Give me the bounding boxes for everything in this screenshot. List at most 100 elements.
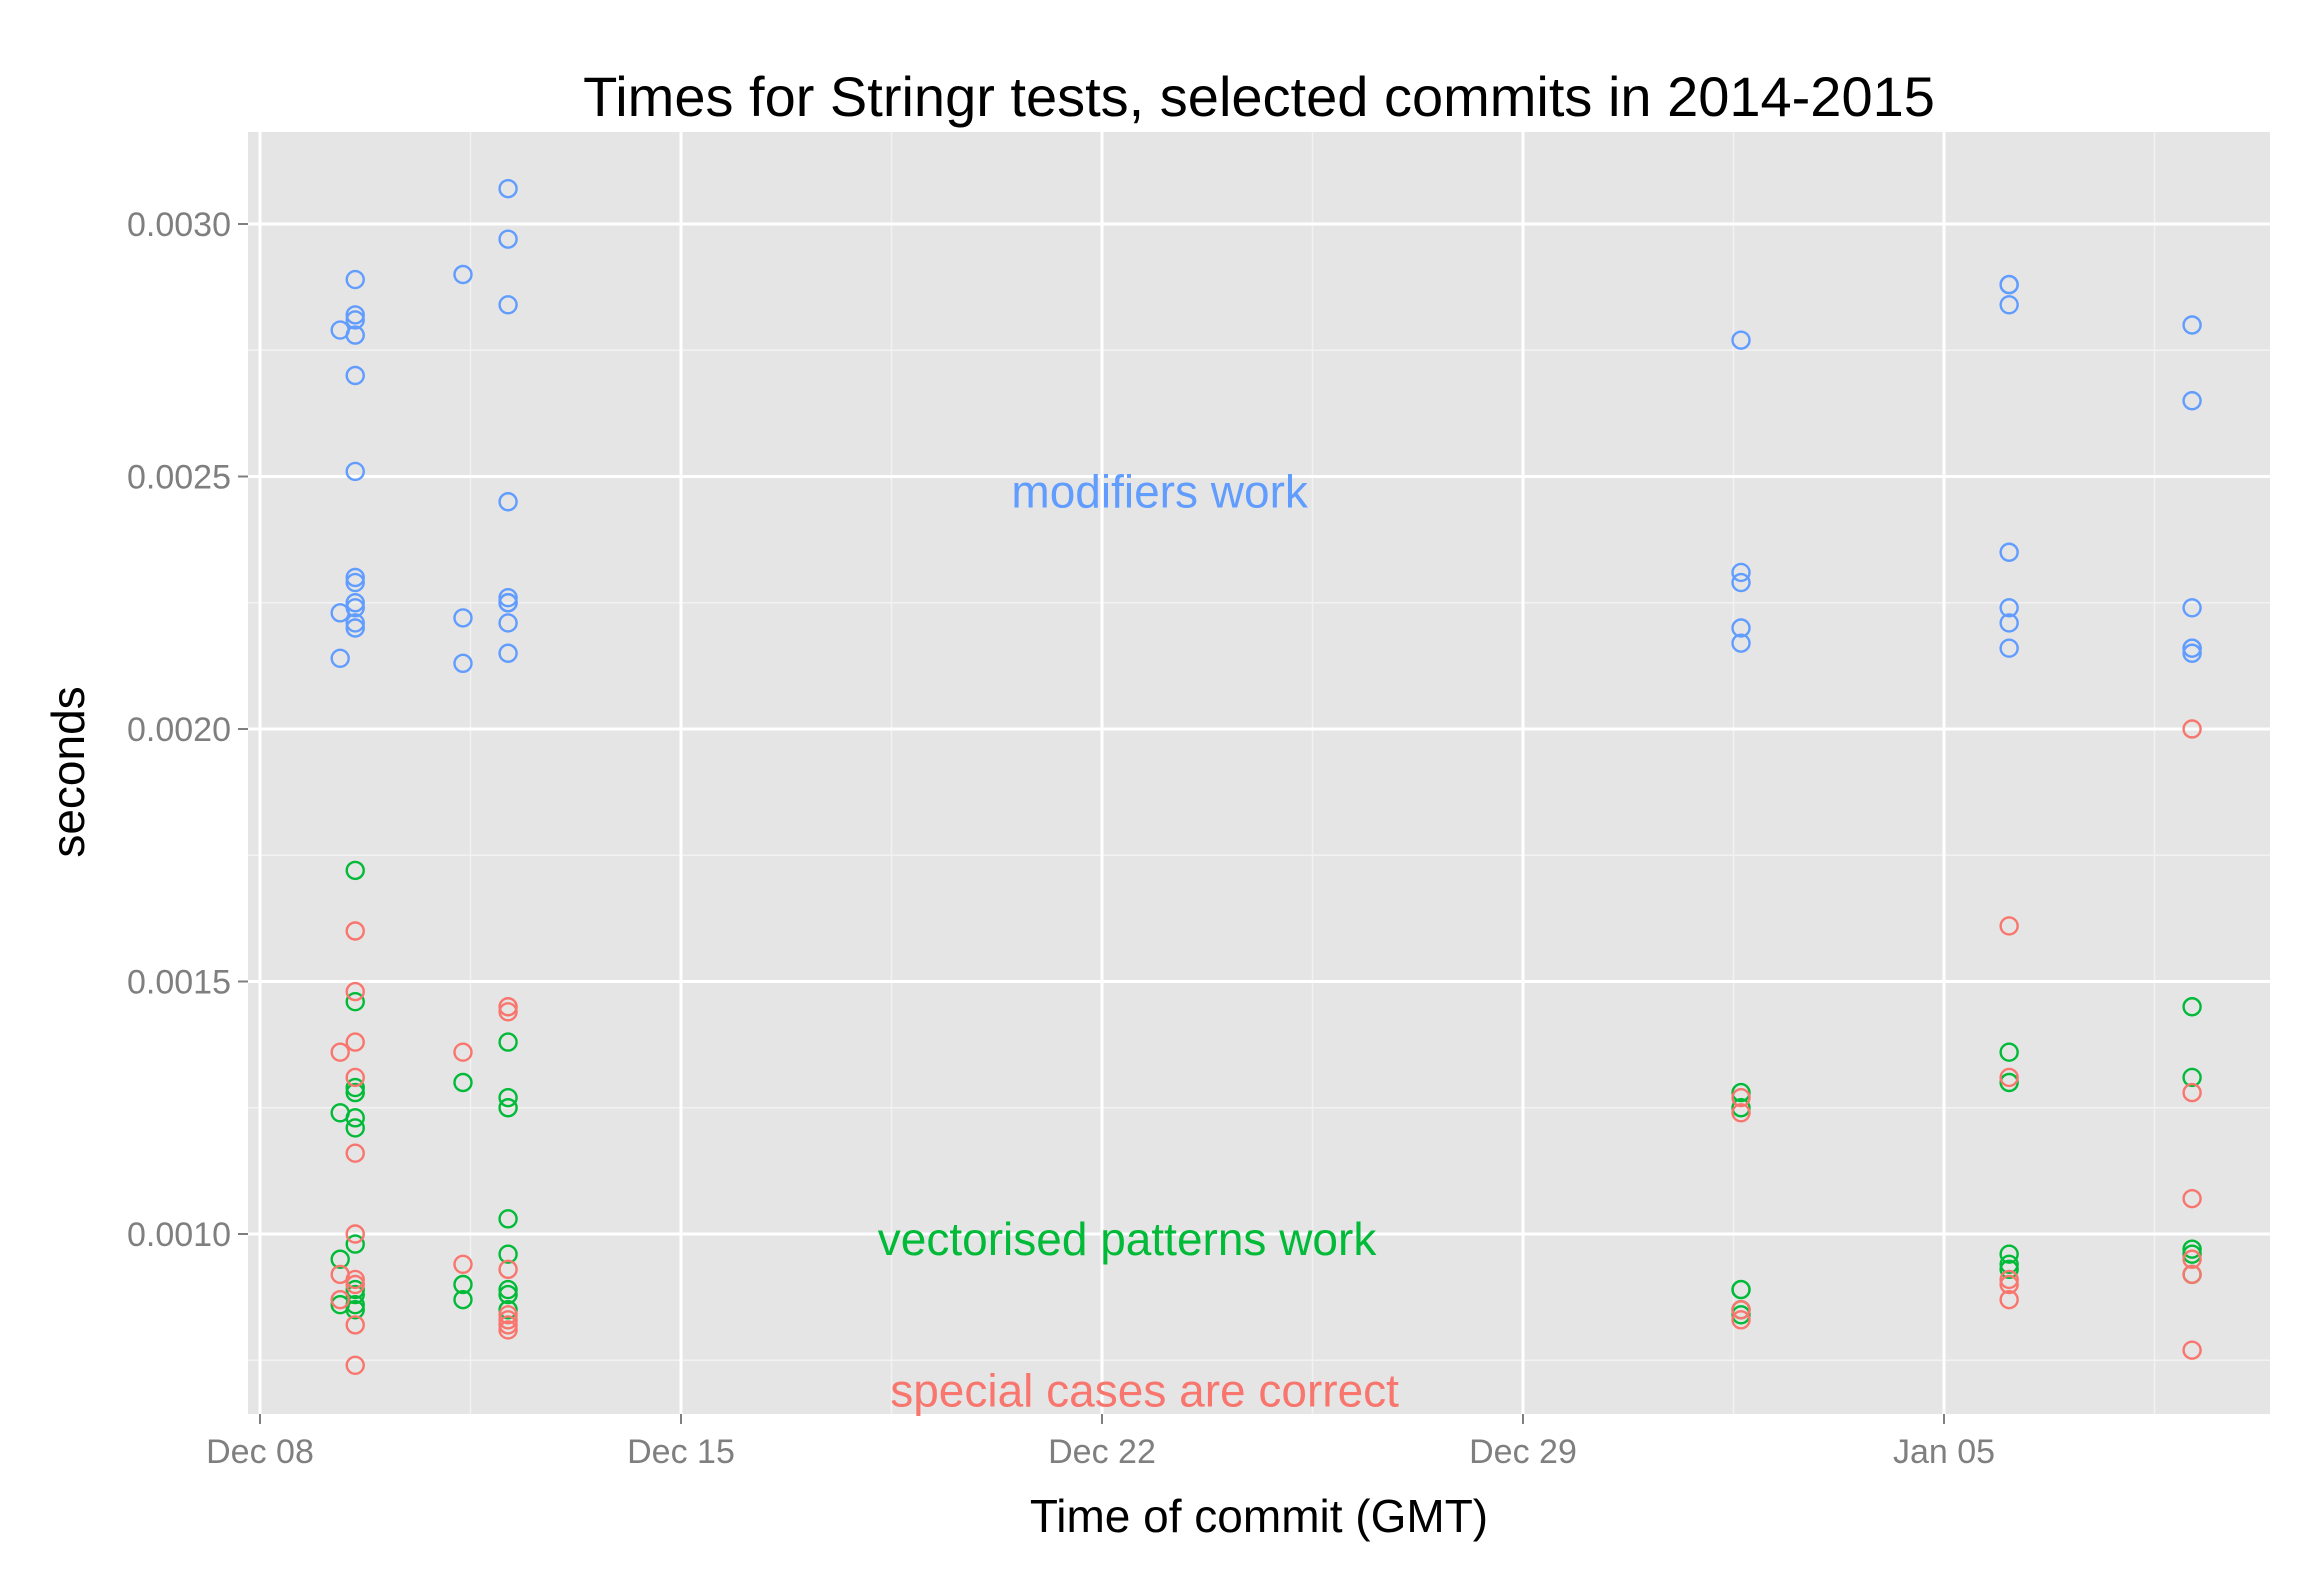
data-point <box>345 269 365 290</box>
data-point <box>1731 1087 1751 1108</box>
data-points <box>330 178 2202 1376</box>
data-point <box>345 593 365 613</box>
data-point <box>498 1002 518 1022</box>
data-point <box>453 1289 473 1310</box>
data-point <box>1731 330 1751 350</box>
data-point <box>1999 1072 2019 1093</box>
data-point <box>453 608 473 628</box>
data-point <box>345 1279 365 1300</box>
data-point <box>2182 1188 2202 1209</box>
data-point <box>345 1234 365 1254</box>
minor-gridlines <box>248 132 2270 1414</box>
x-tick-label: Dec 29 <box>1469 1433 1577 1471</box>
data-point <box>345 1355 365 1376</box>
data-point <box>345 1118 365 1138</box>
data-point <box>345 613 365 633</box>
x-tick-label: Jan 05 <box>1893 1433 1995 1471</box>
data-point <box>498 1259 518 1280</box>
data-point <box>1999 916 2019 936</box>
data-point <box>345 365 365 386</box>
data-point <box>1999 1042 2019 1062</box>
data-point <box>2182 391 2202 411</box>
data-point <box>498 229 518 249</box>
chart-title: Times for Stringr tests, selected commit… <box>583 65 1935 128</box>
data-point <box>345 860 365 881</box>
data-point <box>345 1032 365 1052</box>
data-point <box>498 997 518 1017</box>
data-point <box>498 1315 518 1335</box>
data-point <box>1999 613 2019 633</box>
x-tick-label: Dec 08 <box>206 1433 314 1471</box>
data-point <box>498 1244 518 1264</box>
data-point <box>1731 618 1751 638</box>
y-axis-title: seconds <box>42 686 94 857</box>
data-point <box>498 643 518 663</box>
plot-panel <box>248 132 2270 1414</box>
annotation-label: vectorised patterns work <box>878 1213 1378 1265</box>
x-tick-label: Dec 15 <box>627 1433 735 1471</box>
data-point <box>1731 572 1751 593</box>
data-point <box>345 1077 365 1098</box>
data-point <box>2182 638 2202 658</box>
x-tick-labels: Dec 08 Dec 15 Dec 22 Dec 29 Jan 05 <box>206 1433 1995 1471</box>
y-tick-label: 0.0010 <box>127 1216 231 1254</box>
data-point <box>453 264 473 285</box>
data-point <box>498 1209 518 1229</box>
data-point <box>1999 1289 2019 1310</box>
data-point <box>498 1310 518 1330</box>
data-point <box>498 613 518 633</box>
data-point <box>1731 1279 1751 1300</box>
data-point <box>453 1274 473 1295</box>
data-point <box>453 1072 473 1093</box>
data-point <box>1999 1259 2019 1280</box>
data-point <box>1999 1254 2019 1275</box>
data-point <box>1731 1300 1751 1320</box>
data-point <box>2182 643 2202 663</box>
y-tick-label: 0.0025 <box>127 459 231 497</box>
data-point <box>1731 1082 1751 1103</box>
data-point <box>2182 1067 2202 1088</box>
data-point <box>345 325 365 345</box>
data-point <box>345 1300 365 1320</box>
data-point <box>2182 1244 2202 1264</box>
data-point <box>345 1224 365 1244</box>
data-point <box>1999 295 2019 315</box>
data-point <box>498 1284 518 1305</box>
data-point <box>1731 562 1751 583</box>
y-tick-label: 0.0020 <box>127 711 231 749</box>
data-point <box>330 648 350 668</box>
data-point <box>330 1042 350 1062</box>
data-point <box>2182 1239 2202 1259</box>
data-point <box>1999 638 2019 658</box>
data-point <box>1999 274 2019 295</box>
data-point <box>498 588 518 608</box>
data-point <box>2182 1264 2202 1285</box>
data-point <box>330 1249 350 1269</box>
data-point <box>345 1315 365 1335</box>
data-point <box>498 492 518 512</box>
data-point <box>2182 1082 2202 1103</box>
data-point <box>345 567 365 588</box>
data-point <box>345 981 365 1002</box>
data-point <box>345 305 365 325</box>
data-point <box>498 178 518 199</box>
data-point <box>498 593 518 613</box>
data-point <box>345 1067 365 1088</box>
data-point <box>1999 1274 2019 1295</box>
y-tick-label: 0.0015 <box>127 964 231 1002</box>
data-point <box>453 1254 473 1275</box>
data-point <box>498 1300 518 1320</box>
data-point <box>345 1269 365 1290</box>
data-point <box>345 1108 365 1128</box>
data-point <box>498 1032 518 1052</box>
data-point <box>345 572 365 593</box>
x-axis-title: Time of commit (GMT) <box>1030 1490 1488 1542</box>
data-point <box>345 598 365 618</box>
data-point <box>453 653 473 674</box>
y-tick-labels: 0.0010 0.0015 0.0020 0.0025 0.0030 <box>127 206 231 1254</box>
data-point <box>1999 542 2019 562</box>
data-point <box>345 618 365 638</box>
data-point <box>498 1098 518 1118</box>
data-point <box>345 1082 365 1103</box>
